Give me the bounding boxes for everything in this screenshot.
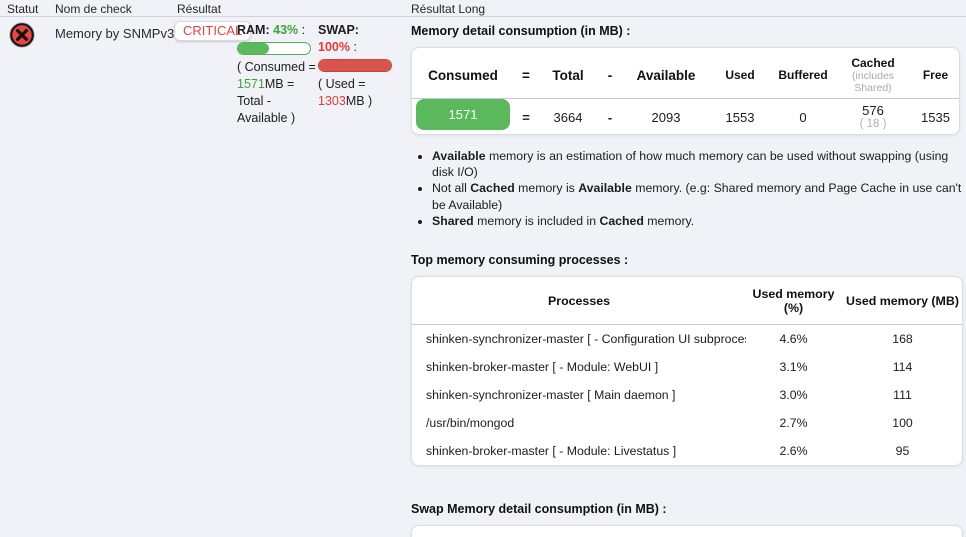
process-row: shinken-synchronizer-master [ - Configur… bbox=[412, 325, 962, 354]
ram-progress-fill bbox=[238, 43, 269, 54]
used-memory-mb-header: Used memory (MB) bbox=[841, 277, 962, 326]
memory-detail-table: Consumed = Total - Available Used Buffer… bbox=[412, 48, 959, 135]
swap-progress-fill bbox=[319, 60, 391, 71]
ram-note-line-4: Available ) bbox=[237, 111, 296, 125]
process-row: shinken-synchronizer-master [ Main daemo… bbox=[412, 381, 962, 409]
process-name: shinken-broker-master [ - Module: Livest… bbox=[426, 444, 677, 459]
swap-label: SWAP: bbox=[318, 23, 359, 37]
swap-percent-line: 100% : bbox=[318, 40, 357, 54]
ram-note-line-3: Total - bbox=[237, 94, 272, 108]
process-row: shinken-broker-master [ - Module: WebUI … bbox=[412, 353, 962, 381]
minus-value: - bbox=[607, 109, 613, 125]
cached-subheader: (includes Shared) bbox=[851, 70, 895, 94]
process-used-mb: 100 bbox=[892, 416, 913, 431]
free-value: 1535 bbox=[921, 109, 950, 125]
swap-note-line-1: ( Used = bbox=[318, 77, 366, 91]
ram-usage-block: RAM: 43% : ( Consumed = 1571MB = Total -… bbox=[237, 22, 317, 127]
used-value: 1553 bbox=[725, 109, 755, 125]
processes-column-header: Processes bbox=[412, 277, 746, 326]
process-used-pct: 3.0% bbox=[779, 388, 808, 403]
process-row: shinken-broker-master [ - Module: Livest… bbox=[412, 437, 962, 465]
ram-note-line-2: 1571MB = bbox=[237, 77, 295, 91]
ram-percent-line: RAM: 43% : bbox=[237, 23, 306, 37]
equals-header: = bbox=[514, 48, 538, 99]
swap-free-header: Swap free bbox=[820, 526, 962, 537]
free-header: Free bbox=[910, 48, 959, 99]
swap-total-header: Swap total bbox=[610, 526, 778, 537]
critical-status-icon[interactable] bbox=[9, 22, 35, 48]
swap-label-line: SWAP: bbox=[318, 22, 398, 39]
memory-table-header-row: Consumed = Total - Available Used Buffer… bbox=[412, 48, 959, 99]
process-name: shinken-broker-master [ - Module: WebUI … bbox=[426, 360, 659, 375]
column-header-resultat-long: Résultat Long bbox=[411, 2, 486, 16]
process-row: /usr/bin/mongod 2.7% 100 bbox=[412, 409, 962, 437]
process-name: shinken-synchronizer-master [ Main daemo… bbox=[426, 388, 676, 403]
cached-header: Cached (includes Shared) bbox=[836, 48, 910, 99]
swap-used-header: Swap used bbox=[412, 526, 582, 537]
process-used-pct: 2.6% bbox=[779, 444, 808, 459]
total-header: Total bbox=[538, 48, 598, 99]
equals-value: = bbox=[522, 109, 530, 125]
memory-section-title: Memory detail consumption (in MB) : bbox=[411, 24, 631, 38]
note-item-available: Available memory is an estimation of how… bbox=[432, 148, 963, 180]
used-header: Used bbox=[710, 48, 770, 99]
total-value: 3664 bbox=[553, 109, 583, 125]
swap-equals-header: = bbox=[582, 526, 610, 537]
column-header-nom-de-check: Nom de check bbox=[55, 2, 132, 16]
process-used-mb: 95 bbox=[895, 444, 910, 459]
process-used-mb: 111 bbox=[893, 388, 912, 403]
swap-detail-table: Swap used = Swap total - Swap free 1303 … bbox=[412, 526, 962, 537]
note-item-cached: Not all Cached memory is Available memor… bbox=[432, 180, 963, 212]
cached-shared-value: ( 18 ) bbox=[859, 118, 887, 130]
ram-percent: 43% bbox=[273, 23, 299, 37]
used-memory-pct-header: Used memory (%) bbox=[746, 277, 841, 326]
check-name[interactable]: Memory by SNMPv3 bbox=[55, 26, 175, 41]
processes-header-row: Processes Used memory (%) Used memory (M… bbox=[412, 277, 962, 326]
minus-header: - bbox=[598, 48, 622, 99]
process-used-mb: 168 bbox=[892, 332, 913, 347]
memory-detail-card: Consumed = Total - Available Used Buffer… bbox=[411, 47, 960, 135]
processes-card: Processes Used memory (%) Used memory (M… bbox=[411, 276, 963, 467]
buffered-value: 0 bbox=[799, 109, 807, 125]
results-table-header: Statut Nom de check Résultat Résultat Lo… bbox=[0, 0, 966, 17]
consumed-header: Consumed bbox=[412, 48, 514, 99]
swap-detail-card: Swap used = Swap total - Swap free 1303 … bbox=[411, 525, 963, 537]
memory-notes-list: Available memory is an estimation of how… bbox=[421, 148, 963, 229]
column-header-resultat: Résultat bbox=[177, 2, 222, 16]
cached-value: 576 ( 18 ) bbox=[836, 99, 910, 135]
swap-note-line-2: 1303MB ) bbox=[318, 94, 373, 108]
column-header-statut: Statut bbox=[7, 2, 39, 16]
long-result-panel: Memory detail consumption (in MB) : Cons… bbox=[411, 20, 963, 537]
swap-section-title: Swap Memory detail consumption (in MB) : bbox=[411, 502, 667, 517]
available-header: Available bbox=[622, 48, 710, 99]
ram-progressbar bbox=[237, 42, 311, 55]
available-value: 2093 bbox=[651, 109, 681, 125]
note-item-shared: Shared memory is included in Cached memo… bbox=[432, 213, 963, 229]
memory-table-value-row: 1571 = 3664 - 2093 1553 0 576 ( 18 ) 153… bbox=[412, 99, 959, 135]
processes-table: Processes Used memory (%) Used memory (M… bbox=[412, 277, 962, 465]
swap-usage-block: SWAP: 100% : ( Used = 1303MB ) bbox=[318, 22, 398, 110]
process-name: shinken-synchronizer-master [ - Configur… bbox=[426, 332, 746, 347]
ram-consumed-value: 1571 bbox=[237, 77, 265, 91]
status-badge-critical[interactable]: CRITICAL bbox=[174, 21, 252, 41]
swap-percent: 100% bbox=[318, 40, 350, 54]
consumed-value-bar: 1571 bbox=[416, 99, 510, 130]
process-used-pct: 3.1% bbox=[779, 360, 808, 375]
process-used-pct: 2.7% bbox=[779, 416, 808, 431]
process-used-mb: 114 bbox=[892, 360, 913, 375]
swap-minus-header: - bbox=[778, 526, 820, 537]
processes-section-title: Top memory consuming processes : bbox=[411, 253, 629, 268]
process-used-pct: 4.6% bbox=[779, 332, 808, 347]
swap-used-value: 1303 bbox=[318, 94, 346, 108]
ram-label: RAM: bbox=[237, 23, 270, 37]
buffered-header: Buffered bbox=[770, 48, 836, 99]
swap-table-header-row: Swap used = Swap total - Swap free bbox=[412, 526, 962, 537]
process-name: /usr/bin/mongod bbox=[426, 416, 515, 431]
swap-progressbar bbox=[318, 59, 392, 72]
ram-note-line-1: ( Consumed = bbox=[237, 60, 316, 74]
